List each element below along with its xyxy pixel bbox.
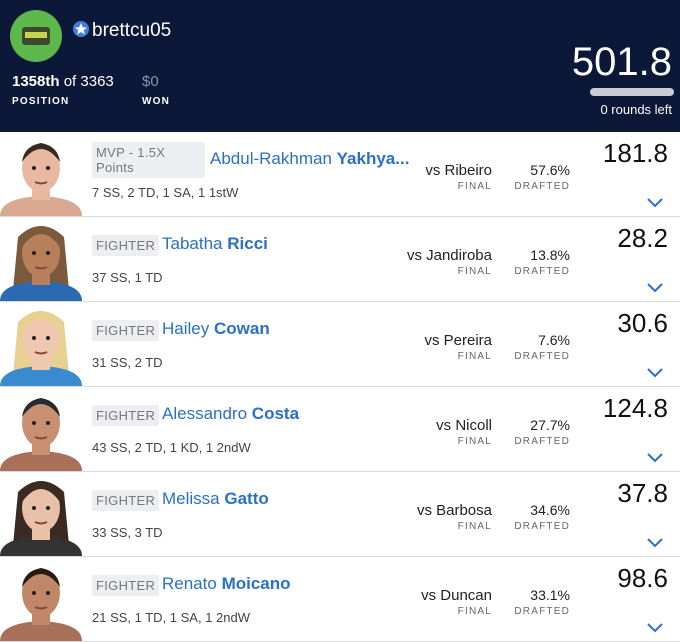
first-name[interactable]: Alessandro xyxy=(162,404,248,423)
fighter-stats: 37 SS, 1 TD xyxy=(92,270,163,285)
expand-chevron[interactable] xyxy=(646,621,664,633)
fighter-name[interactable]: Abdul-Rakhman Yakhya... xyxy=(210,149,409,169)
drafted-label: DRAFTED xyxy=(514,351,570,362)
result: FINAL xyxy=(457,266,492,277)
fighter-row: MVP - 1.5X Points Abdul-Rakhman Yakhya...… xyxy=(0,132,680,217)
fighter-points: 28.2 xyxy=(617,223,668,253)
progress-bar xyxy=(590,88,674,96)
fighter-avatar xyxy=(0,311,82,386)
fighter-row: FIGHTER Alessandro Costa 43 SS, 2 TD, 1 KD… xyxy=(0,387,680,472)
drafted-label: DRAFTED xyxy=(514,606,570,617)
drafted-pct: 57.6% xyxy=(530,162,570,178)
fighter-name[interactable]: Alessandro Costa xyxy=(162,404,299,424)
expand-chevron[interactable] xyxy=(646,536,664,548)
fighter-row: FIGHTER Hailey Cowan 31 SS, 2 TD vs Pereira… xyxy=(0,302,680,387)
user-badge xyxy=(73,21,89,37)
first-name[interactable]: Renato xyxy=(162,574,217,593)
expand-chevron[interactable] xyxy=(646,366,664,378)
fighter-row: FIGHTER Renato Moicano 21 SS, 1 TD, 1 SA, … xyxy=(0,557,680,642)
last-name[interactable]: Cowan xyxy=(213,319,270,338)
fighter-name[interactable]: Tabatha Ricci xyxy=(162,234,268,254)
opponent: vs Pereira xyxy=(424,332,492,349)
fighter-tag: FIGHTER xyxy=(92,490,160,511)
drafted-pct: 33.1% xyxy=(530,587,570,603)
fighter-points: 181.8 xyxy=(602,138,668,168)
opponent: vs Duncan xyxy=(421,587,492,604)
position-label: POSITION xyxy=(12,96,70,107)
fighter-stats: 21 SS, 1 TD, 1 SA, 1 2ndW xyxy=(92,610,251,625)
fighter-avatar xyxy=(0,143,82,216)
fighter-avatar xyxy=(0,226,82,301)
fighter-avatar xyxy=(0,568,82,641)
opponent: vs Barbosa xyxy=(416,502,492,519)
fighter-stats: 7 SS, 2 TD, 1 SA, 1 1stW xyxy=(92,185,239,200)
fighter-tag: FIGHTER xyxy=(92,235,160,256)
fighter-tag: FIGHTER xyxy=(92,575,160,596)
fighter-stats: 43 SS, 2 TD, 1 KD, 1 2ndW xyxy=(92,440,251,455)
first-name[interactable]: Abdul-Rakhman xyxy=(210,149,332,168)
fighter-tag: MVP - 1.5X Points xyxy=(92,142,205,178)
fighter-points: 30.6 xyxy=(617,308,668,338)
drafted-pct: 34.6% xyxy=(530,502,570,518)
fighter-points: 37.8 xyxy=(617,478,668,508)
fighter-stats: 31 SS, 2 TD xyxy=(92,355,163,370)
fighter-points: 124.8 xyxy=(602,393,668,423)
user-avatar xyxy=(10,10,62,62)
last-name[interactable]: Moicano xyxy=(221,574,291,593)
drafted-pct: 13.8% xyxy=(530,247,570,263)
fighter-avatar xyxy=(0,398,82,471)
rank-total: of 3363 xyxy=(63,73,114,90)
drafted-label: DRAFTED xyxy=(514,266,570,277)
expand-chevron[interactable] xyxy=(646,281,664,293)
username[interactable]: brettcu05 xyxy=(92,20,172,41)
last-name[interactable]: Gatto xyxy=(224,489,269,508)
winnings: $0 xyxy=(142,73,159,90)
header: brettcu05 1358th of 3363 $0 POSITION WON… xyxy=(0,0,680,132)
drafted-label: DRAFTED xyxy=(514,521,570,532)
fighter-tag: FIGHTER xyxy=(92,320,160,341)
fighter-row: FIGHTER Melissa Gatto 33 SS, 3 TD vs Barbos… xyxy=(0,472,680,557)
drafted-label: DRAFTED xyxy=(514,181,570,192)
first-name[interactable]: Melissa xyxy=(162,489,220,508)
score: 501.8 xyxy=(571,40,672,84)
result: FINAL xyxy=(457,436,492,447)
fighter-row: FIGHTER Tabatha Ricci 37 SS, 1 TD vs Jandir… xyxy=(0,217,680,302)
won-label: WON xyxy=(142,96,171,107)
drafted-pct: 27.7% xyxy=(530,417,570,433)
rounds-left: 0 rounds left xyxy=(600,102,672,117)
rank: 1358th xyxy=(12,73,60,90)
expand-chevron[interactable] xyxy=(646,196,664,208)
fighter-points: 98.6 xyxy=(617,563,668,593)
first-name[interactable]: Tabatha xyxy=(162,234,223,253)
fighter-name[interactable]: Hailey Cowan xyxy=(162,319,270,339)
first-name[interactable]: Hailey xyxy=(162,319,210,338)
result: FINAL xyxy=(457,181,492,192)
opponent: vs Ribeiro xyxy=(425,162,492,179)
result: FINAL xyxy=(457,351,492,362)
fighter-avatar xyxy=(0,481,82,556)
expand-chevron[interactable] xyxy=(646,451,664,463)
last-name[interactable]: Ricci xyxy=(227,234,268,253)
result: FINAL xyxy=(457,521,492,532)
drafted-label: DRAFTED xyxy=(514,436,570,447)
opponent: vs Jandiroba xyxy=(406,247,492,264)
last-name[interactable]: Yakhya... xyxy=(336,149,410,168)
fighter-name[interactable]: Renato Moicano xyxy=(162,574,291,594)
opponent: vs Nicoll xyxy=(436,417,492,434)
result: FINAL xyxy=(457,606,492,617)
fighter-tag: FIGHTER xyxy=(92,405,160,426)
fighter-name[interactable]: Melissa Gatto xyxy=(162,489,269,509)
last-name[interactable]: Costa xyxy=(251,404,300,423)
drafted-pct: 7.6% xyxy=(538,332,570,348)
fighter-stats: 33 SS, 3 TD xyxy=(92,525,163,540)
